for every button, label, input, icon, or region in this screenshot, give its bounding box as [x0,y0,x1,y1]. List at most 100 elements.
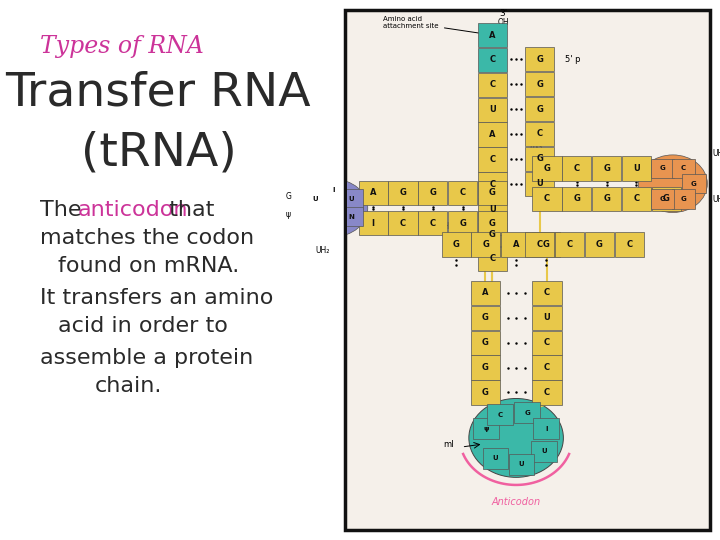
Text: ψ: ψ [483,426,489,432]
FancyBboxPatch shape [525,172,554,196]
FancyBboxPatch shape [471,281,500,305]
FancyBboxPatch shape [525,232,554,256]
Text: C: C [544,288,550,298]
Text: C: C [536,130,543,138]
FancyBboxPatch shape [478,247,507,271]
FancyBboxPatch shape [322,181,345,200]
Text: C: C [544,338,550,347]
Text: A: A [489,130,496,139]
Text: G: G [482,240,490,249]
FancyBboxPatch shape [652,187,681,211]
Text: C: C [536,240,543,249]
Text: G: G [482,363,489,372]
Text: U: U [541,448,546,454]
Text: A: A [489,31,496,39]
FancyBboxPatch shape [471,306,500,330]
FancyBboxPatch shape [531,441,557,462]
Circle shape [639,155,707,213]
Text: C: C [574,164,580,173]
Text: UH₂: UH₂ [315,246,330,255]
Text: U: U [489,105,496,114]
Text: C: C [459,188,466,197]
FancyBboxPatch shape [525,47,554,71]
Text: G: G [680,196,686,202]
Text: I: I [332,187,335,193]
FancyBboxPatch shape [533,380,562,404]
Text: C: C [634,194,639,204]
Text: C: C [490,254,495,264]
Text: U: U [348,196,354,202]
Bar [345,10,710,530]
FancyBboxPatch shape [478,197,507,221]
Text: G: G [691,181,697,187]
Text: G: G [286,192,292,201]
FancyBboxPatch shape [615,232,644,256]
FancyBboxPatch shape [592,187,621,211]
FancyBboxPatch shape [389,181,418,205]
FancyBboxPatch shape [525,147,554,171]
Text: C: C [498,412,503,418]
Text: G: G [482,388,489,397]
FancyBboxPatch shape [509,454,534,475]
Text: U: U [312,196,318,202]
Text: G: G [489,219,496,228]
Text: assemble a protein: assemble a protein [40,348,253,368]
FancyBboxPatch shape [533,306,562,330]
FancyBboxPatch shape [651,159,674,178]
Text: G: G [536,55,543,64]
Text: Amino acid
attachment site: Amino acid attachment site [383,16,489,36]
Text: A: A [482,288,488,298]
Text: chain.: chain. [94,376,162,396]
Text: U: U [492,455,498,461]
Text: 3': 3' [499,9,508,18]
Text: G: G [603,164,610,173]
Text: I: I [545,426,547,432]
FancyBboxPatch shape [340,207,363,226]
FancyBboxPatch shape [359,211,388,235]
Text: A: A [370,188,377,197]
FancyBboxPatch shape [622,187,651,211]
FancyBboxPatch shape [533,330,562,355]
FancyBboxPatch shape [534,418,559,440]
Text: found on mRNA.: found on mRNA. [58,256,239,276]
FancyBboxPatch shape [531,232,560,256]
Text: G: G [603,194,610,204]
Text: G: G [660,165,665,172]
Text: G: G [536,154,543,163]
Text: Transfer RNA: Transfer RNA [6,70,311,115]
Text: G: G [660,196,665,202]
FancyBboxPatch shape [448,211,477,235]
Text: UH₂: UH₂ [713,195,720,204]
Text: ψ: ψ [286,210,291,219]
Text: U: U [536,179,543,188]
Text: Types of RNA: Types of RNA [40,35,203,58]
FancyBboxPatch shape [471,355,500,380]
FancyBboxPatch shape [562,187,591,211]
Text: U: U [519,461,524,467]
Text: U: U [633,164,640,173]
FancyBboxPatch shape [478,48,507,72]
Circle shape [299,179,368,237]
Text: acid in order to: acid in order to [58,316,228,336]
Text: G: G [536,105,543,113]
FancyBboxPatch shape [472,232,500,256]
Text: I: I [372,219,374,228]
FancyBboxPatch shape [473,418,499,440]
Text: G: G [536,80,543,89]
Text: C: C [544,363,550,372]
FancyBboxPatch shape [478,23,507,47]
FancyBboxPatch shape [672,159,695,178]
FancyBboxPatch shape [622,157,651,181]
FancyBboxPatch shape [478,73,507,97]
Text: It transfers an amino: It transfers an amino [40,288,273,308]
Text: G: G [524,410,530,416]
Text: C: C [490,56,495,64]
Text: C: C [430,219,436,228]
Circle shape [469,399,563,477]
FancyBboxPatch shape [389,211,418,235]
Text: 5' p: 5' p [565,55,581,64]
Text: G: G [400,188,407,197]
Text: that: that [161,200,214,220]
FancyBboxPatch shape [585,232,614,256]
Text: N: N [348,214,354,220]
